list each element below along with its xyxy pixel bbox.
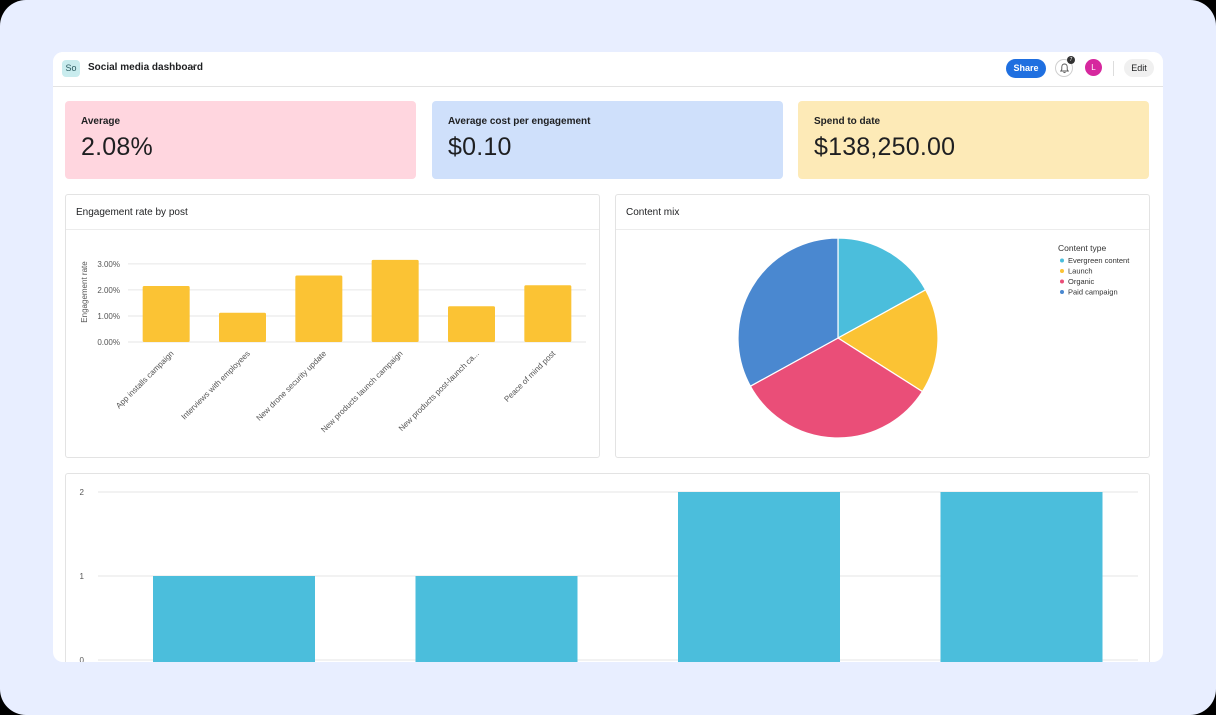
x-tick-label: New products post-launch ca...	[397, 349, 481, 433]
kpi-label: Spend to date	[814, 116, 881, 127]
pie-slices	[737, 237, 939, 439]
kpi-value: $138,250.00	[814, 133, 956, 161]
pie-slice[interactable]	[737, 237, 839, 387]
legend-swatch	[1060, 290, 1064, 294]
chart-title: Content mix	[626, 207, 680, 218]
chart-gridlines	[128, 263, 586, 343]
content-mix-pie-chart: Content type Evergreen content LaunchOrga…	[737, 237, 1130, 439]
count-chart-card[interactable]: 0 1 2	[65, 473, 1150, 662]
legend-label: Organic	[1068, 277, 1095, 286]
x-tick-label: Peace of mind post	[502, 349, 557, 404]
legend-title: Content type	[1058, 243, 1106, 253]
chart-bars	[142, 259, 572, 342]
bar[interactable]	[524, 285, 572, 342]
divider	[1113, 61, 1114, 76]
x-tick-label: New drone security update	[255, 349, 329, 423]
pie-slice[interactable]	[836, 289, 939, 393]
kpi-card-spend-to-date[interactable]: Spend to date $138,250.00	[798, 101, 1149, 179]
chart-x-ticks: App installs campaign Interviews with emp…	[114, 349, 558, 435]
x-tick-label: Interviews with employees	[180, 349, 252, 421]
y-tick-label: 2.00%	[97, 286, 120, 295]
bar[interactable]	[371, 259, 419, 342]
chart-title: Engagement rate by post	[76, 207, 188, 218]
bar[interactable]	[153, 576, 315, 662]
y-tick-label: 1	[80, 572, 85, 581]
app-badge[interactable]: So	[62, 60, 80, 77]
notifications-button[interactable]	[1055, 59, 1073, 77]
kpi-value: 2.08%	[81, 133, 153, 161]
bar[interactable]	[219, 312, 266, 342]
legend-swatch	[1060, 258, 1064, 263]
engagement-bar-chart: 0.00% 1.00% 2.00% 3.00% App installs campai…	[80, 259, 586, 435]
kpi-label: Average	[81, 116, 121, 127]
legend-swatch	[1060, 279, 1064, 284]
pie-slice[interactable]	[837, 237, 927, 340]
x-tick-label: App installs campaign	[114, 349, 175, 410]
dashboard-title[interactable]: Social media dashboard	[88, 62, 204, 73]
kpi-card-cost-per-engagement[interactable]: Average cost per engagement $0.10	[432, 101, 783, 179]
y-tick-label: 1.00%	[97, 312, 120, 321]
content-mix-card[interactable]: Content mix Content type Evergreen conte…	[615, 194, 1150, 458]
divider	[66, 229, 599, 230]
top-bar: So Social media dashboard Share 7 L Edit	[53, 52, 1163, 87]
y-tick-label: 0.00%	[97, 338, 120, 347]
notification-count-badge: 7	[1067, 56, 1075, 64]
share-button[interactable]: Share	[1006, 59, 1046, 78]
bar[interactable]	[448, 306, 495, 342]
edit-button[interactable]: Edit	[1124, 59, 1154, 77]
legend-label: Launch	[1068, 267, 1093, 276]
legend-label: Evergreen content	[1068, 256, 1130, 265]
bell-icon	[1060, 63, 1069, 74]
legend-label: Paid campaign	[1068, 288, 1118, 297]
x-tick-label: New products launch campaign	[319, 349, 404, 434]
chevron-down-icon[interactable]	[189, 62, 197, 70]
divider	[616, 229, 1149, 230]
y-tick-label: 0	[80, 656, 85, 662]
dashboard-window: So Social media dashboard Share 7 L Edit…	[53, 52, 1163, 662]
bar[interactable]	[415, 576, 578, 662]
kpi-card-average[interactable]: Average 2.08%	[65, 101, 416, 179]
chart-bars	[153, 492, 1103, 662]
y-tick-label: 3.00%	[97, 260, 120, 269]
engagement-chart-card[interactable]: Engagement rate by post 0.00% 1.00% 2.00% 3…	[65, 194, 600, 458]
chart-y-ticks: 0.00% 1.00% 2.00% 3.00%	[97, 260, 120, 347]
chart-y-ticks: 0 1 2	[80, 488, 85, 662]
y-axis-label: Engagement rate	[80, 261, 89, 323]
legend-swatch	[1060, 269, 1064, 273]
bar[interactable]	[295, 275, 343, 342]
y-tick-label: 2	[80, 488, 85, 497]
avatar[interactable]: L	[1085, 59, 1102, 76]
bar[interactable]	[940, 492, 1103, 662]
bar[interactable]	[678, 492, 840, 662]
bar[interactable]	[142, 285, 190, 342]
kpi-value: $0.10	[448, 133, 512, 161]
count-bar-chart: 0 1 2	[80, 488, 1138, 662]
kpi-label: Average cost per engagement	[448, 116, 591, 127]
